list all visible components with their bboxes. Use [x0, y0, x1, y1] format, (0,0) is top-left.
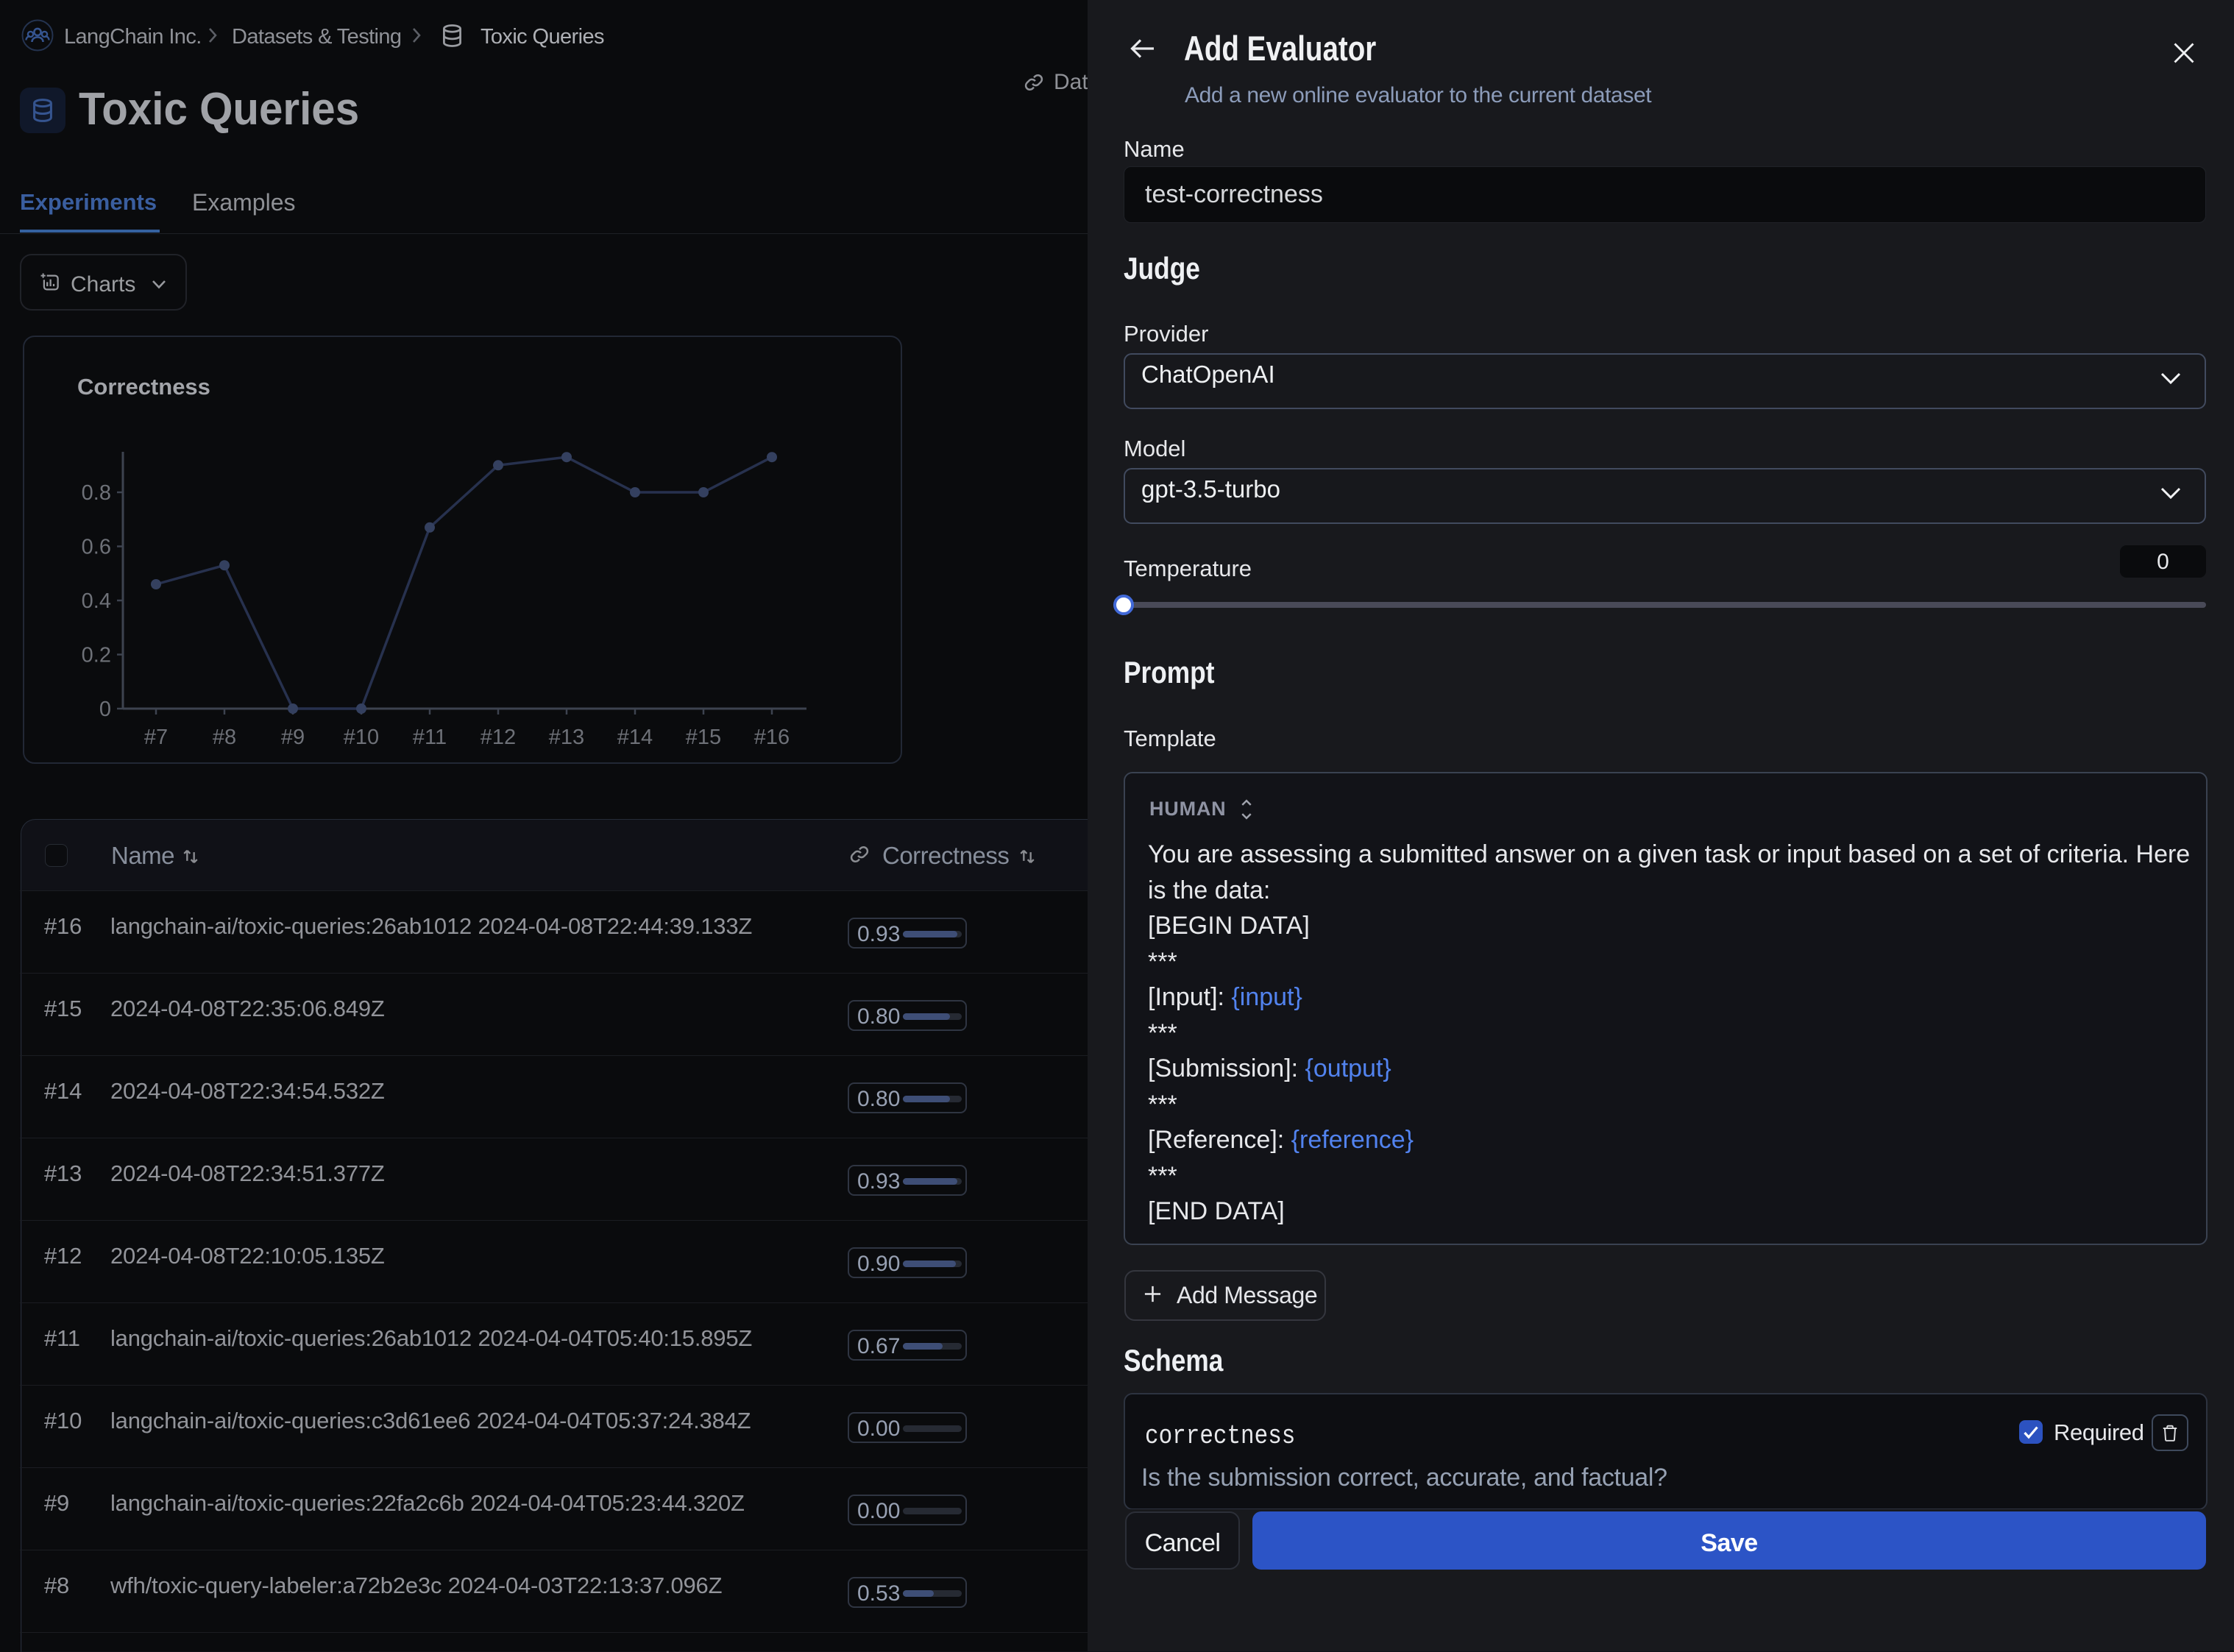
svg-text:#12: #12: [481, 726, 516, 749]
svg-text:0.4: 0.4: [82, 589, 111, 613]
svg-text:#11: #11: [413, 726, 447, 749]
svg-text:#15: #15: [686, 726, 721, 749]
svg-text:0: 0: [99, 698, 111, 721]
svg-text:#9: #9: [281, 726, 305, 749]
svg-text:#14: #14: [617, 726, 653, 749]
svg-text:#8: #8: [213, 726, 236, 749]
svg-text:0.2: 0.2: [82, 644, 111, 667]
svg-text:#10: #10: [344, 726, 379, 749]
svg-text:#16: #16: [754, 726, 790, 749]
svg-text:#7: #7: [144, 726, 168, 749]
svg-text:0.6: 0.6: [82, 536, 111, 559]
svg-text:0.8: 0.8: [82, 481, 111, 505]
svg-text:#13: #13: [549, 726, 584, 749]
